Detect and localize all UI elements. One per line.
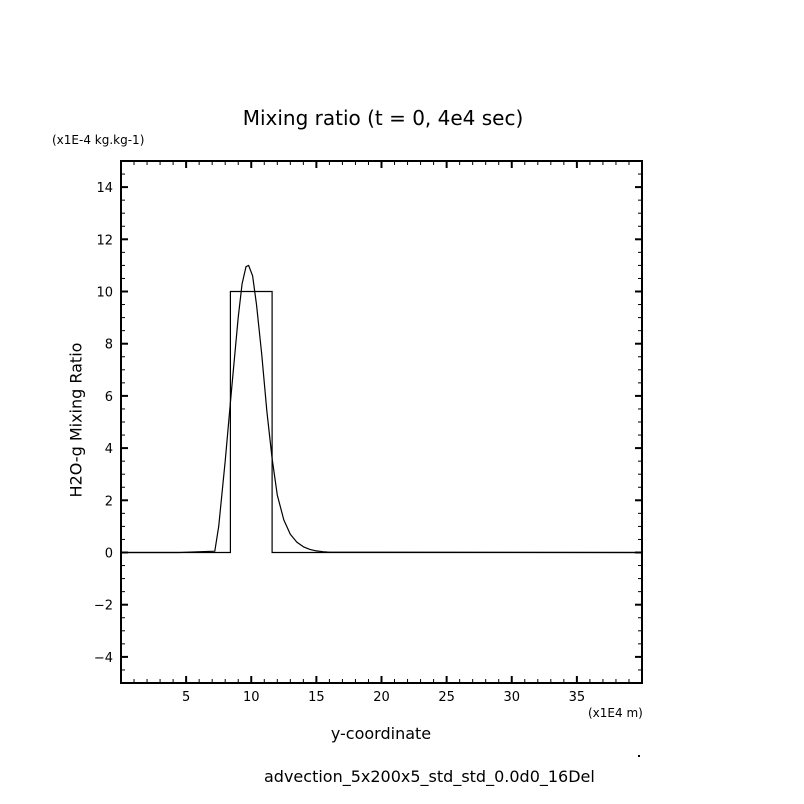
y-tick-label: 0: [105, 547, 113, 562]
x-tick-label: 5: [182, 690, 190, 705]
initial-profile-line: [121, 290, 642, 554]
y-tick-label: 10: [96, 286, 113, 301]
axes-frame: [120, 160, 643, 684]
footer-caption: advection_5x200x5_std_std_0.0d0_16Del: [264, 767, 595, 786]
y-tick-label: 6: [105, 390, 113, 405]
x-tick-label: 20: [373, 690, 390, 705]
y-tick-label: 12: [96, 233, 113, 248]
x-tick-label: 25: [438, 690, 455, 705]
x-axis-units: (x1E4 m): [588, 706, 643, 720]
axes-box: [120, 160, 643, 684]
x-tick-label: 35: [569, 690, 586, 705]
y-tick-label: 8: [105, 338, 113, 353]
y-tick-label: −2: [94, 599, 113, 614]
x-tick-label: 30: [503, 690, 520, 705]
x-axis-label: y-coordinate: [330, 724, 432, 743]
y-axis-label: H2O-g Mixing Ratio: [66, 342, 86, 498]
tick-labels: 5 10 15 20 25 30 35 −4 −2 0 2 4 6 8 10 12 14: [94, 181, 585, 705]
y-tick-label: 4: [105, 442, 113, 457]
marker-dot: [638, 755, 640, 757]
y-tick-label: 2: [105, 494, 113, 509]
data-series: [121, 264, 643, 554]
axis-ticks: [121, 161, 642, 683]
advected-profile-line: [121, 264, 643, 554]
chart-title: Mixing ratio (t = 0, 4e4 sec): [242, 106, 524, 130]
y-tick-label: −4: [94, 651, 113, 666]
x-tick-label: 15: [308, 690, 325, 705]
y-tick-label: 14: [96, 181, 113, 196]
y-axis-units: (x1E-4 kg.kg-1): [52, 133, 145, 147]
x-tick-label: 10: [243, 690, 260, 705]
